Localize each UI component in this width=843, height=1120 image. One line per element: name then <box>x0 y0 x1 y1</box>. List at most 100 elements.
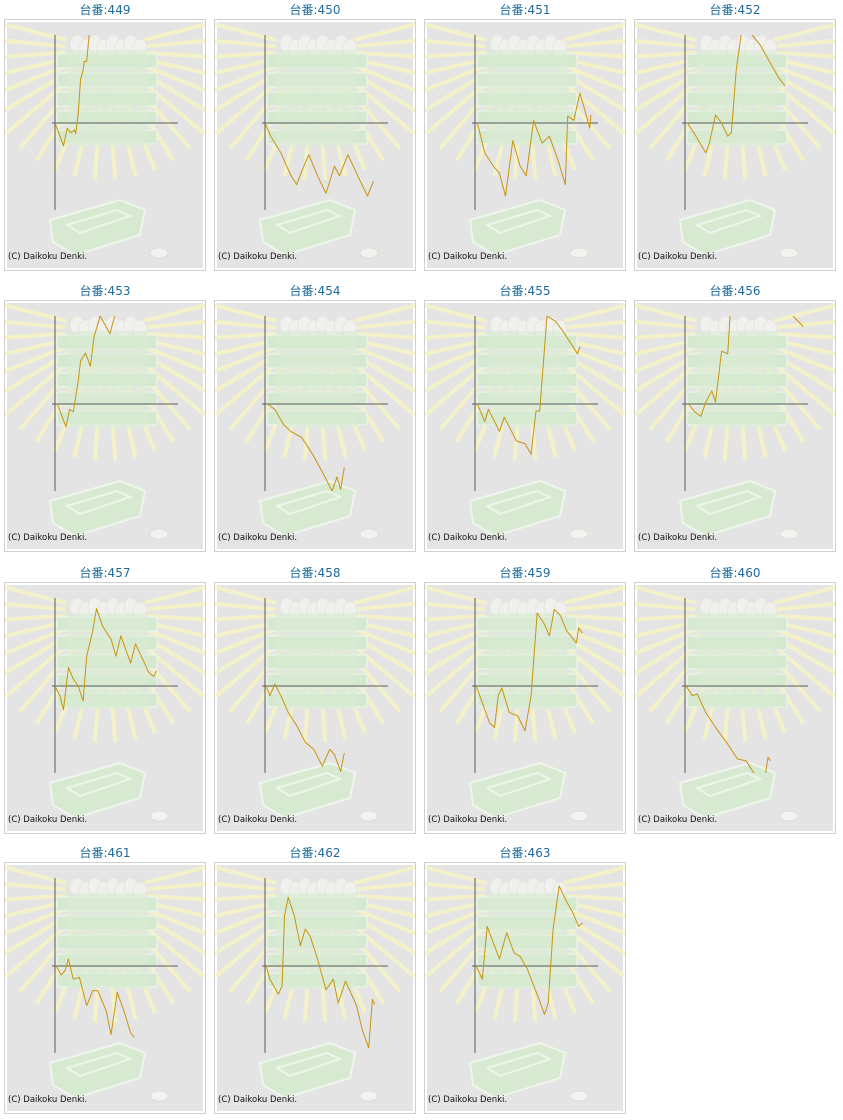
series-line <box>55 958 135 1038</box>
slump-graph <box>425 303 625 549</box>
slump-graph <box>5 22 205 268</box>
series-line <box>267 403 345 491</box>
background-illustration <box>215 22 415 259</box>
copyright-text: (C) Daikoku Denki. <box>638 252 718 262</box>
machine-number-title[interactable]: 台番:450 <box>289 3 341 17</box>
copyright-text: (C) Daikoku Denki. <box>428 1095 508 1105</box>
copyright-text: (C) Daikoku Denki. <box>428 533 508 543</box>
copyright-text: (C) Daikoku Denki. <box>218 815 298 825</box>
slump-graph-card: (C) Daikoku Denki. <box>214 862 416 1114</box>
machine-graph-cell: 台番:463 (C) Daikoku Denki. <box>424 845 626 1115</box>
series-line <box>265 683 345 772</box>
slump-graph <box>425 865 625 1111</box>
background-illustration <box>215 865 415 1102</box>
background-illustration <box>5 585 205 822</box>
background-illustration <box>425 22 625 259</box>
slump-graph-card: (C) Daikoku Denki. <box>634 582 836 834</box>
slump-graph <box>215 303 415 549</box>
copyright-text: (C) Daikoku Denki. <box>8 815 88 825</box>
series-line <box>476 316 581 455</box>
slump-graph-card: (C) Daikoku Denki. <box>214 300 416 552</box>
series-line <box>55 608 157 711</box>
slump-graph-card: (C) Daikoku Denki. <box>214 19 416 271</box>
copyright-text: (C) Daikoku Denki. <box>218 1095 298 1105</box>
machine-number-title[interactable]: 台番:454 <box>289 284 341 298</box>
copyright-text: (C) Daikoku Denki. <box>218 252 298 262</box>
series-line <box>688 316 804 417</box>
copyright-text: (C) Daikoku Denki. <box>218 533 298 543</box>
background-illustration <box>5 303 205 540</box>
background-illustration <box>635 303 835 540</box>
machine-number-title[interactable]: 台番:455 <box>499 284 551 298</box>
series-line <box>475 885 583 1015</box>
machine-number-title[interactable]: 台番:456 <box>709 284 761 298</box>
slump-graph-card: (C) Daikoku Denki. <box>424 582 626 834</box>
slump-graph-card: (C) Daikoku Denki. <box>424 862 626 1114</box>
slump-graph-card: (C) Daikoku Denki. <box>4 19 206 271</box>
copyright-text: (C) Daikoku Denki. <box>8 533 88 543</box>
copyright-text: (C) Daikoku Denki. <box>428 252 508 262</box>
copyright-text: (C) Daikoku Denki. <box>638 533 718 543</box>
slump-graph-card: (C) Daikoku Denki. <box>424 300 626 552</box>
background-illustration <box>5 865 205 1102</box>
slump-graph <box>215 865 415 1111</box>
slump-graph-card: (C) Daikoku Denki. <box>424 19 626 271</box>
machine-graph-cell: 台番:461 (C) Daikoku Denki. <box>4 845 206 1115</box>
slump-graph <box>635 585 835 831</box>
slump-graph-card: (C) Daikoku Denki. <box>4 862 206 1114</box>
machine-graph-cell: 台番:458 (C) Daikoku Denki. <box>214 565 416 835</box>
machine-graph-cell: 台番:456 (C) Daikoku Denki. <box>634 283 836 553</box>
machine-number-title[interactable]: 台番:452 <box>709 3 761 17</box>
slump-graph <box>5 865 205 1111</box>
background-illustration <box>635 22 835 259</box>
slump-graph <box>215 22 415 268</box>
copyright-text: (C) Daikoku Denki. <box>638 815 718 825</box>
background-illustration <box>425 303 625 540</box>
slump-graph-card: (C) Daikoku Denki. <box>214 582 416 834</box>
background-illustration <box>215 303 415 540</box>
series-line <box>56 316 116 428</box>
slump-graph-card: (C) Daikoku Denki. <box>4 300 206 552</box>
slump-graph-card: (C) Daikoku Denki. <box>4 582 206 834</box>
slump-graph <box>425 22 625 268</box>
series-line <box>685 685 771 773</box>
machine-graph-cell: 台番:460 (C) Daikoku Denki. <box>634 565 836 835</box>
slump-graph <box>5 303 205 549</box>
copyright-text: (C) Daikoku Denki. <box>8 1095 88 1105</box>
slump-graph-card: (C) Daikoku Denki. <box>634 19 836 271</box>
series-line <box>475 608 583 732</box>
machine-graph-cell: 台番:451 (C) Daikoku Denki. <box>424 2 626 272</box>
background-illustration <box>635 585 835 822</box>
machine-graph-cell: 台番:462 (C) Daikoku Denki. <box>214 845 416 1115</box>
background-illustration <box>5 22 205 259</box>
machine-number-title[interactable]: 台番:459 <box>499 566 551 580</box>
series-line <box>476 92 592 197</box>
series-line <box>265 896 376 1049</box>
machine-graph-cell: 台番:457 (C) Daikoku Denki. <box>4 565 206 835</box>
slump-graph <box>215 585 415 831</box>
machine-graph-cell: 台番:449 (C) Daikoku Denki. <box>4 2 206 272</box>
machine-number-title[interactable]: 台番:461 <box>79 846 131 860</box>
machine-number-title[interactable]: 台番:463 <box>499 846 551 860</box>
copyright-text: (C) Daikoku Denki. <box>8 252 88 262</box>
background-illustration <box>215 585 415 822</box>
slump-graph <box>425 585 625 831</box>
machine-number-title[interactable]: 台番:449 <box>79 3 131 17</box>
series-line <box>265 122 375 197</box>
machine-number-title[interactable]: 台番:451 <box>499 3 551 17</box>
slump-graph <box>635 22 835 268</box>
machine-number-title[interactable]: 台番:462 <box>289 846 341 860</box>
background-illustration <box>425 865 625 1102</box>
machine-graph-cell: 台番:450 (C) Daikoku Denki. <box>214 2 416 272</box>
machine-graph-cell: 台番:453 (C) Daikoku Denki. <box>4 283 206 553</box>
copyright-text: (C) Daikoku Denki. <box>428 815 508 825</box>
machine-graph-cell: 台番:459 (C) Daikoku Denki. <box>424 565 626 835</box>
background-illustration <box>425 585 625 822</box>
machine-number-title[interactable]: 台番:460 <box>709 566 761 580</box>
machine-number-title[interactable]: 台番:453 <box>79 284 131 298</box>
machine-graph-cell: 台番:452 (C) Daikoku Denki. <box>634 2 836 272</box>
machine-number-title[interactable]: 台番:458 <box>289 566 341 580</box>
machine-graph-cell: 台番:454 (C) Daikoku Denki. <box>214 283 416 553</box>
machine-number-title[interactable]: 台番:457 <box>79 566 131 580</box>
slump-graph <box>635 303 835 549</box>
